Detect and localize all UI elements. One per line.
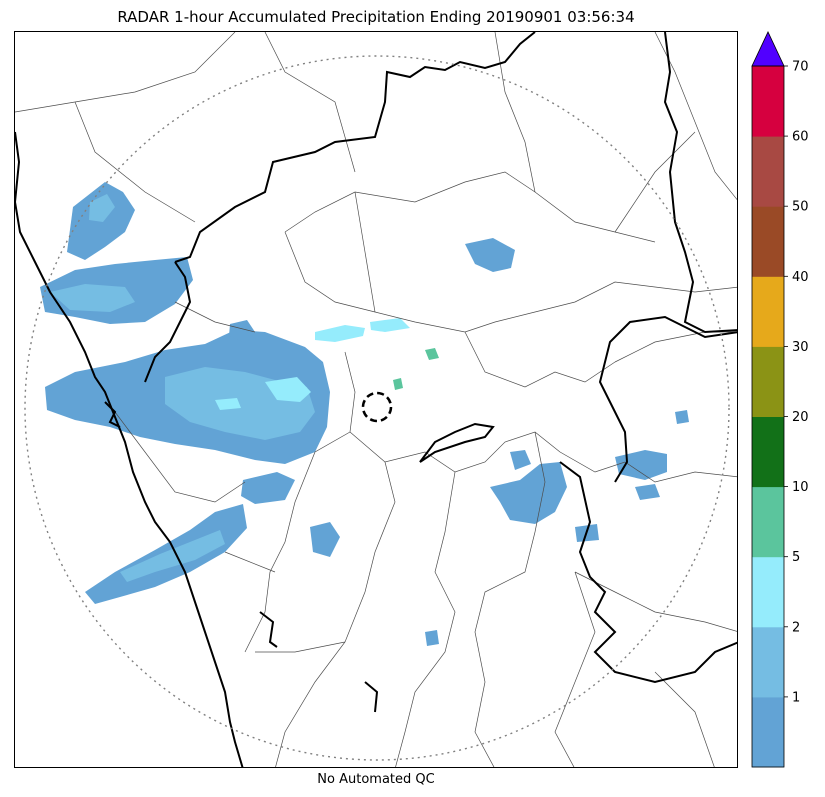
echo-cell (265, 377, 311, 402)
colorbar-band (752, 556, 784, 628)
echo-cell (425, 348, 439, 360)
colorbar-band (752, 416, 784, 488)
district-boundaries (15, 32, 737, 767)
echo-cell (315, 325, 365, 342)
colorbar-tick-label: 20 (792, 410, 809, 425)
colorbar-tick-label: 30 (792, 340, 809, 355)
radar-site-marker (361, 391, 393, 423)
echo-cell (215, 398, 241, 410)
echo-cell (50, 284, 135, 312)
colorbar-band (752, 486, 784, 558)
echo-cell (241, 472, 295, 504)
colorbar-band (752, 276, 784, 347)
map-title: RADAR 1-hour Accumulated Precipitation E… (117, 8, 635, 26)
colorbar-tick-label: 5 (792, 550, 800, 565)
echo-cell (465, 238, 515, 272)
colorbar-band (752, 206, 784, 277)
echo-cell (510, 450, 531, 470)
echo-cell (635, 484, 660, 500)
state-boundaries (15, 32, 737, 767)
colorbar-band (752, 66, 784, 137)
echo-cell (615, 450, 667, 480)
echo-cell (229, 320, 255, 342)
echo-cell (490, 462, 567, 524)
echo-cell (425, 630, 439, 646)
colorbar-tick-label: 2 (792, 620, 800, 635)
echo-cell (89, 194, 115, 222)
colorbar-tick-label: 40 (792, 270, 809, 285)
range-ring (24, 55, 730, 761)
echo-cell (370, 318, 410, 332)
colorbar-band (752, 696, 784, 768)
echo-cell (120, 530, 225, 582)
colorbar-ticks: 1 2 5 10 20 30 40 50 60 70 (784, 60, 809, 705)
radar-map[interactable] (14, 31, 738, 768)
colorbar-band (752, 136, 784, 207)
precipitation-colorbar: 1 2 5 10 20 30 40 50 60 70 (751, 31, 809, 768)
colorbar-bands (752, 66, 784, 768)
colorbar-band (752, 346, 784, 417)
colorbar-band (752, 626, 784, 698)
colorbar-tick-label: 10 (792, 480, 809, 495)
echo-cell (675, 410, 689, 424)
colorbar-tick-label: 60 (792, 130, 809, 145)
echo-cell (393, 378, 403, 390)
colorbar-tick-label: 1 (792, 690, 800, 705)
map-canvas (15, 32, 737, 767)
colorbar-tick-label: 50 (792, 200, 809, 215)
precipitation-echoes (40, 182, 689, 646)
colorbar-tick-label: 70 (792, 60, 809, 75)
echo-cell (310, 522, 340, 557)
colorbar-extend-arrow (751, 31, 785, 67)
qc-status-label: No Automated QC (317, 772, 435, 787)
